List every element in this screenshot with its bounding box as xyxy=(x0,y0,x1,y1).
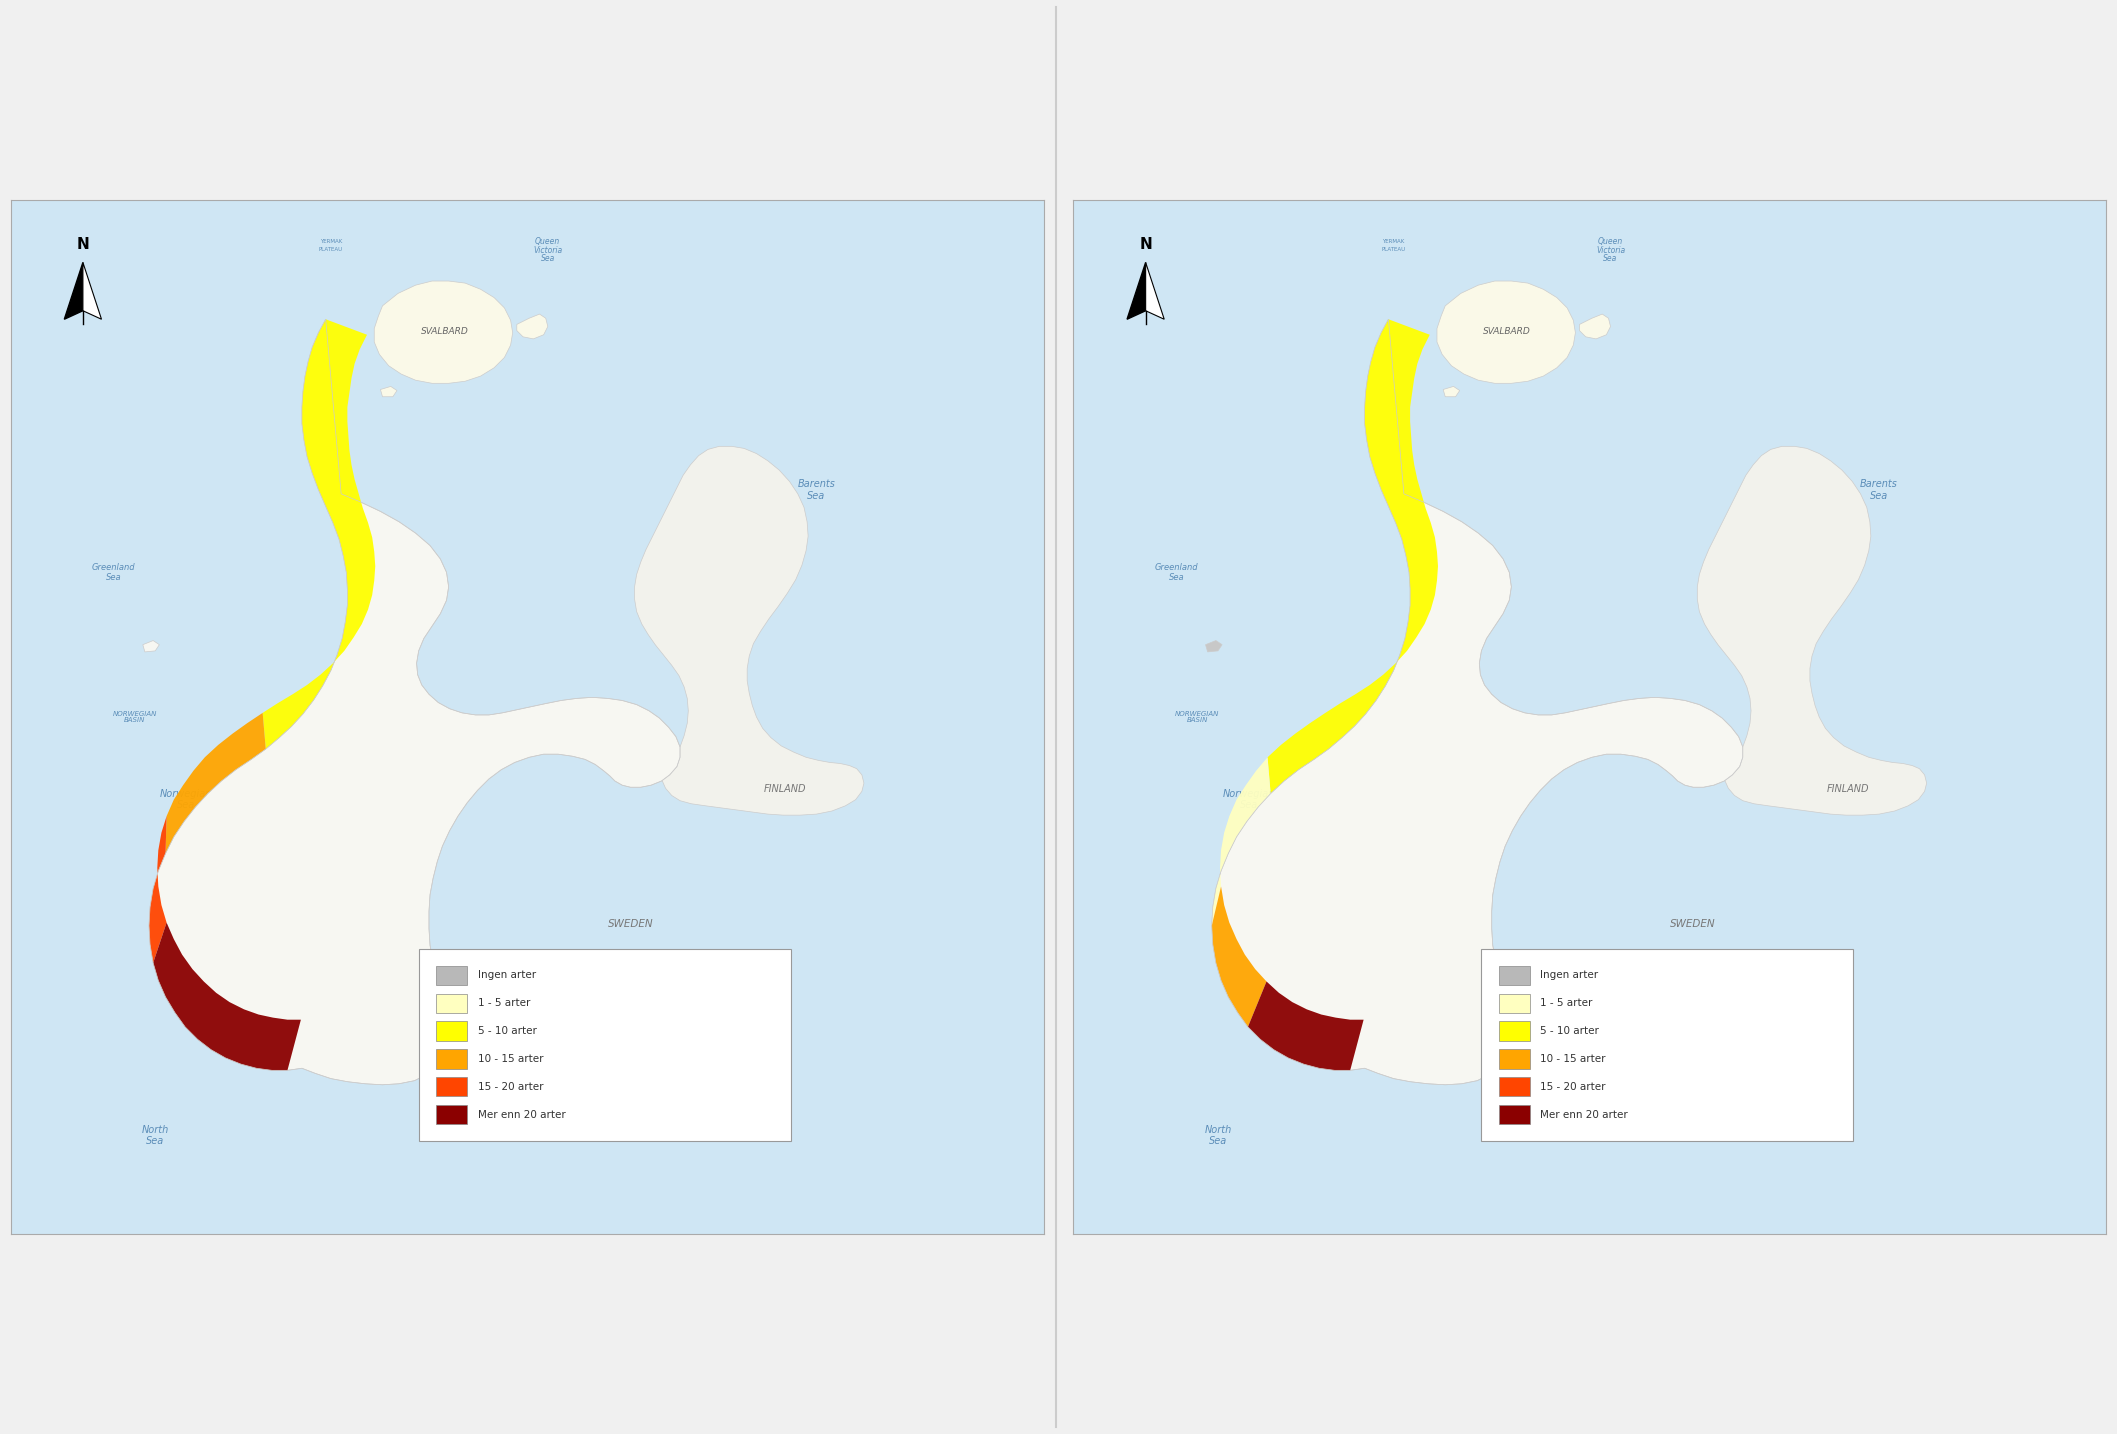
Text: Queen: Queen xyxy=(536,237,561,247)
Polygon shape xyxy=(1211,757,1270,926)
Polygon shape xyxy=(1211,320,1742,1084)
Polygon shape xyxy=(1437,281,1575,383)
Text: 10 - 15 arter: 10 - 15 arter xyxy=(1541,1054,1607,1064)
Text: SVALBARD: SVALBARD xyxy=(421,327,468,336)
Text: YERMAK: YERMAK xyxy=(1382,239,1406,244)
Text: NORWAY: NORWAY xyxy=(277,908,324,918)
Text: 15 - 20 arter: 15 - 20 arter xyxy=(1541,1081,1607,1091)
Text: SVALBARD: SVALBARD xyxy=(1484,327,1531,336)
Text: Queen: Queen xyxy=(1598,237,1624,247)
Text: PLATEAU: PLATEAU xyxy=(320,247,343,251)
Polygon shape xyxy=(83,262,102,320)
Polygon shape xyxy=(381,386,398,397)
Text: Sea: Sea xyxy=(1603,254,1617,262)
Polygon shape xyxy=(375,281,512,383)
Text: Victoria: Victoria xyxy=(533,245,563,255)
Polygon shape xyxy=(64,262,83,320)
Bar xyxy=(1499,965,1531,985)
FancyBboxPatch shape xyxy=(419,949,790,1140)
Text: YERMAK: YERMAK xyxy=(320,239,343,244)
Text: N: N xyxy=(76,237,89,252)
Polygon shape xyxy=(1579,314,1611,338)
Text: Norwegian
Sea: Norwegian Sea xyxy=(161,789,212,810)
Bar xyxy=(1499,1050,1531,1068)
Polygon shape xyxy=(1211,886,1266,1027)
Polygon shape xyxy=(1698,446,1926,815)
Bar xyxy=(436,1050,468,1068)
Polygon shape xyxy=(148,320,680,1084)
Bar xyxy=(1499,1021,1531,1041)
Text: FINLAND: FINLAND xyxy=(764,784,807,794)
Text: 5 - 10 arter: 5 - 10 arter xyxy=(1541,1027,1598,1037)
Polygon shape xyxy=(1205,641,1222,652)
Text: 1 - 5 arter: 1 - 5 arter xyxy=(478,998,529,1008)
Text: NORWEGIAN
BASIN: NORWEGIAN BASIN xyxy=(112,710,157,724)
Polygon shape xyxy=(1444,386,1461,397)
Text: PLATEAU: PLATEAU xyxy=(1382,247,1406,251)
Polygon shape xyxy=(1126,262,1145,320)
Text: 10 - 15 arter: 10 - 15 arter xyxy=(478,1054,544,1064)
Bar xyxy=(436,1021,468,1041)
Polygon shape xyxy=(517,314,548,338)
Text: North
Sea: North Sea xyxy=(142,1124,169,1146)
Text: Greenland
Sea: Greenland Sea xyxy=(91,562,135,582)
Text: Ingen arter: Ingen arter xyxy=(1541,971,1598,981)
Bar xyxy=(436,1104,468,1124)
Text: 15 - 20 arter: 15 - 20 arter xyxy=(478,1081,544,1091)
Text: FINLAND: FINLAND xyxy=(1827,784,1869,794)
Text: SWEDEN: SWEDEN xyxy=(608,919,654,929)
Bar xyxy=(436,994,468,1012)
Text: Barents
Sea: Barents Sea xyxy=(798,479,836,500)
Text: Norwegian
Sea: Norwegian Sea xyxy=(1224,789,1274,810)
Bar xyxy=(436,965,468,985)
FancyBboxPatch shape xyxy=(1482,949,1852,1140)
Text: Sea: Sea xyxy=(540,254,555,262)
Text: N: N xyxy=(1139,237,1152,252)
Text: 1 - 5 arter: 1 - 5 arter xyxy=(1541,998,1592,1008)
Polygon shape xyxy=(1247,981,1363,1070)
Text: Greenland
Sea: Greenland Sea xyxy=(1154,562,1198,582)
Bar xyxy=(1499,1077,1531,1097)
Polygon shape xyxy=(148,816,167,962)
Polygon shape xyxy=(1268,320,1437,793)
Polygon shape xyxy=(635,446,864,815)
Text: NORWAY: NORWAY xyxy=(1340,908,1387,918)
Text: North
Sea: North Sea xyxy=(1205,1124,1232,1146)
Bar xyxy=(436,1077,468,1097)
Polygon shape xyxy=(142,641,159,652)
Polygon shape xyxy=(165,713,267,853)
Bar xyxy=(1499,994,1531,1012)
Text: SWEDEN: SWEDEN xyxy=(1670,919,1717,929)
Text: 5 - 10 arter: 5 - 10 arter xyxy=(478,1027,536,1037)
Text: Barents
Sea: Barents Sea xyxy=(1861,479,1899,500)
Text: Mer enn 20 arter: Mer enn 20 arter xyxy=(1541,1110,1628,1120)
Polygon shape xyxy=(152,922,301,1070)
Text: Ingen arter: Ingen arter xyxy=(478,971,536,981)
Polygon shape xyxy=(263,320,375,749)
Text: NORWEGIAN
BASIN: NORWEGIAN BASIN xyxy=(1175,710,1219,724)
Polygon shape xyxy=(1145,262,1164,320)
Text: Victoria: Victoria xyxy=(1596,245,1626,255)
Bar xyxy=(1499,1104,1531,1124)
Text: Mer enn 20 arter: Mer enn 20 arter xyxy=(478,1110,565,1120)
